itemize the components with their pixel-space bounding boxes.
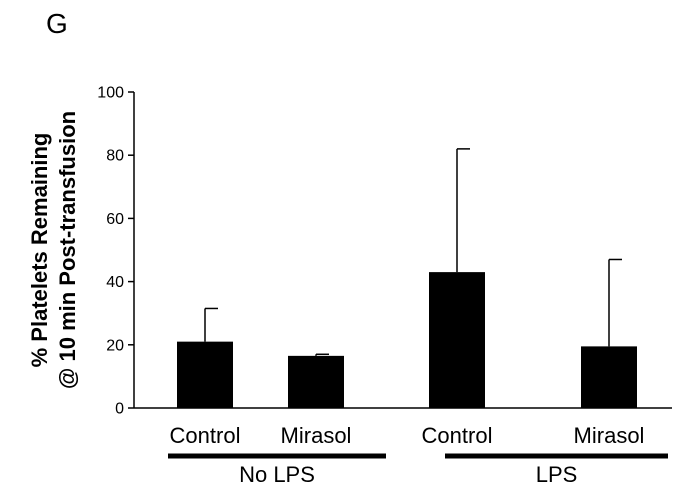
category-label: Mirasol xyxy=(281,423,352,448)
error-bars xyxy=(204,148,622,356)
y-tick-label: 60 xyxy=(106,211,124,228)
y-ticks: 0 20 40 60 80 100 xyxy=(97,85,134,418)
bar xyxy=(581,346,637,408)
panel-label: G xyxy=(46,8,68,39)
category-label: Control xyxy=(170,423,241,448)
bar xyxy=(288,355,344,408)
y-tick-label: 80 xyxy=(106,148,124,165)
y-tick-label: 0 xyxy=(115,401,124,418)
y-tick-label: 20 xyxy=(106,337,124,354)
bar xyxy=(429,272,485,408)
y-axis-label-line: @ 10 min Post-transfusion xyxy=(55,111,80,389)
group-labels: No LPS LPS xyxy=(168,453,668,487)
group-label: LPS xyxy=(536,462,578,487)
bar xyxy=(177,341,233,408)
bars xyxy=(177,272,637,408)
y-tick-label: 40 xyxy=(106,274,124,291)
y-axis-label-line: % Platelets Remaining xyxy=(27,133,52,368)
category-labels: Control Mirasol Control Mirasol xyxy=(170,423,645,448)
y-axis-label: % Platelets Remaining @ 10 min Post-trans… xyxy=(27,111,80,389)
category-label: Control xyxy=(422,423,493,448)
y-tick-label: 100 xyxy=(97,85,124,102)
category-label: Mirasol xyxy=(574,423,645,448)
group-label: No LPS xyxy=(239,462,315,487)
